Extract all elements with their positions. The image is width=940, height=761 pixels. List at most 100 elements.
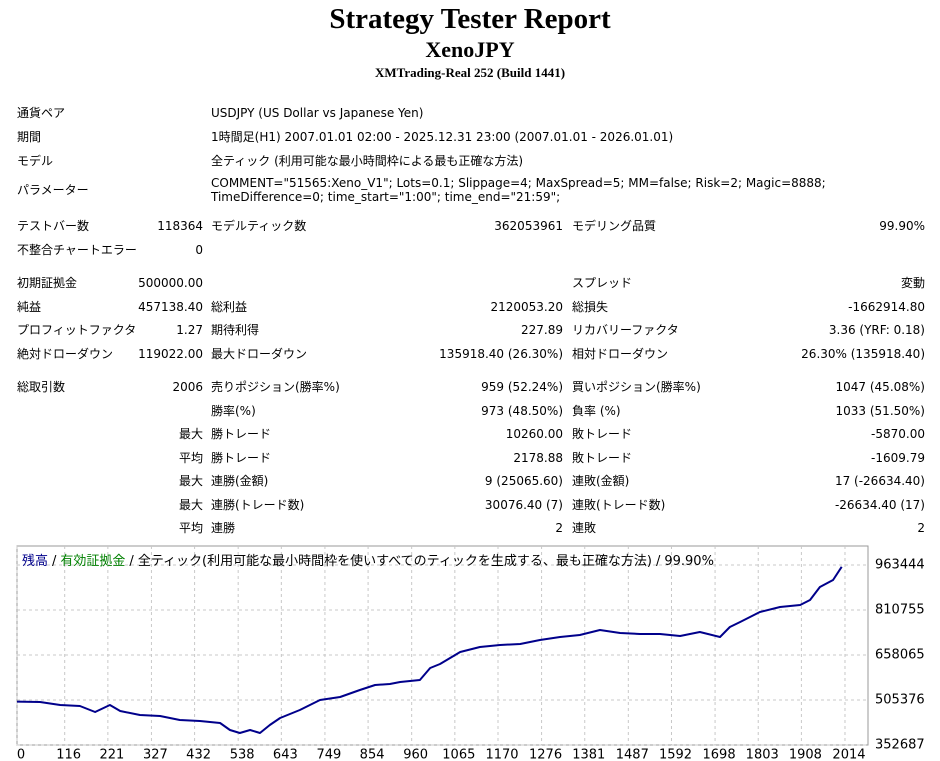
report-title: Strategy Tester Report <box>329 3 611 35</box>
balance-chart: 352687 505376 658065 810755 963444 0 116 221 327… <box>16 545 925 761</box>
stat-label: 連勝 <box>211 521 236 535</box>
stat-value: 0 <box>195 243 203 257</box>
stat-label: 敗トレード <box>572 451 633 465</box>
stat-label: 相対ドローダウン <box>572 347 669 361</box>
stat-value: 959 (52.24%) <box>481 380 563 394</box>
info-value: COMMENT="51565:Xeno_V1"; Lots=0.1; Slipp… <box>211 176 826 204</box>
stat-value: 平均 <box>178 451 203 465</box>
stat-value: 10260.00 <box>505 427 563 441</box>
stat-value: 平均 <box>178 521 203 535</box>
stat-label: 敗トレード <box>572 427 633 441</box>
stat-label: リカバリーファクタ <box>572 323 679 337</box>
x-tick-label: 1276 <box>529 748 562 761</box>
server-name: XMTrading-Real 252 (Build 1441) <box>374 65 566 80</box>
stat-value: 2 <box>917 521 925 535</box>
stat-value: -5870.00 <box>871 427 925 441</box>
stat-label: 勝率(%) <box>211 404 256 418</box>
stat-label: 買いポジション(勝率%) <box>572 380 701 394</box>
stat-value: 1047 (45.08%) <box>835 380 925 394</box>
stat-label: 勝トレード <box>211 451 272 465</box>
x-tick-label: 1908 <box>789 748 822 761</box>
balance-line <box>16 566 843 735</box>
stat-label: 期待利得 <box>211 323 260 337</box>
x-tick-label: 1065 <box>442 748 475 761</box>
y-tick-label: 963444 <box>875 557 925 572</box>
stat-value: 変動 <box>900 276 925 290</box>
stat-value: 500000.00 <box>138 276 203 290</box>
x-tick-label: 2014 <box>832 748 865 761</box>
stat-value: 30076.40 (7) <box>484 498 563 512</box>
stat-label: 総利益 <box>211 300 248 314</box>
legend-model: 全ティック(利用可能な最小時間枠を使いすべてのティックを生成する、最も正確な方法… <box>137 554 652 569</box>
stat-label: プロフィットファクタ <box>17 323 137 337</box>
info-label: モデル <box>17 154 54 168</box>
x-tick-label: 327 <box>143 748 168 761</box>
stat-value: -1662914.80 <box>848 300 925 314</box>
stat-value: 9 (25065.60) <box>484 474 563 488</box>
y-tick-label: 505376 <box>875 692 925 707</box>
x-tick-label: 432 <box>186 748 211 761</box>
stat-value: 2006 <box>172 380 203 394</box>
plot-area <box>16 545 869 746</box>
stat-label: 不整合チャートエラー <box>17 243 137 257</box>
stat-value: 1033 (51.50%) <box>835 404 925 418</box>
stat-label: 連敗(トレード数) <box>572 498 666 512</box>
info-label: 期間 <box>17 130 42 144</box>
legend-separator: / <box>52 554 57 569</box>
x-tick-label: 1803 <box>746 748 779 761</box>
y-tick-label: 658065 <box>875 647 925 662</box>
info-value: USDJPY (US Dollar vs Japanese Yen) <box>211 106 424 120</box>
legend-equity: 有効証拠金 <box>60 554 126 569</box>
stat-value: 3.36 (YRF: 0.18) <box>828 323 925 337</box>
x-tick-label: 1592 <box>659 748 692 761</box>
legend-balance: 残高 <box>22 554 49 569</box>
legend-separator: / <box>655 554 661 569</box>
stat-value: 最大 <box>178 498 203 512</box>
stat-value: 最大 <box>178 427 203 441</box>
x-tick-label: 0 <box>17 748 25 761</box>
stat-value: 457138.40 <box>138 300 203 314</box>
stat-value: 2120053.20 <box>490 300 563 314</box>
y-tick-label: 352687 <box>875 738 925 753</box>
stat-label: 連勝(金額) <box>211 474 269 488</box>
x-tick-label: 1698 <box>703 748 736 761</box>
x-tick-label: 749 <box>317 748 342 761</box>
stat-label: 負率 (%) <box>572 404 621 418</box>
expert-name: XenoJPY <box>425 37 515 62</box>
info-label: パラメーター <box>17 183 89 197</box>
stat-value: -1609.79 <box>871 451 925 465</box>
stat-value: 119022.00 <box>138 347 203 361</box>
stat-value: 26.30% (135918.40) <box>801 347 925 361</box>
stat-label: 最大ドローダウン <box>211 347 308 361</box>
stat-label: 連勝(トレード数) <box>211 498 305 512</box>
x-tick-label: 116 <box>56 748 81 761</box>
stat-label: 連敗 <box>572 521 597 535</box>
stat-label: 連敗(金額) <box>572 474 630 488</box>
x-tick-label: 538 <box>230 748 255 761</box>
x-tick-label: 1487 <box>616 748 649 761</box>
stat-label: 初期証拠金 <box>17 276 78 290</box>
stat-label: モデルティック数 <box>211 219 307 233</box>
x-tick-label: 643 <box>273 748 298 761</box>
stat-value: 362053961 <box>494 219 563 233</box>
legend-separator: / <box>129 554 134 569</box>
stat-label: 総取引数 <box>17 380 66 394</box>
x-tick-label: 854 <box>360 748 385 761</box>
stat-label: 絶対ドローダウン <box>17 347 114 361</box>
x-tick-label: 1381 <box>572 748 605 761</box>
stat-label: スプレッド <box>572 276 633 290</box>
stat-label: 純益 <box>17 300 42 314</box>
legend-quality: 99.90% <box>664 554 714 569</box>
stat-label: モデリング品質 <box>572 219 657 233</box>
chart-legend: 残高 / 有効証拠金 / 全ティック(利用可能な最小時間枠を使いすべてのティックを生成す… <box>22 550 714 569</box>
stat-value: 135918.40 (26.30%) <box>439 347 563 361</box>
stat-value: 17 (-26634.40) <box>834 474 925 488</box>
stat-label: テストバー数 <box>17 219 90 233</box>
stat-value: 118364 <box>157 219 203 233</box>
stat-value: 227.89 <box>521 323 563 337</box>
info-label: 通貨ペア <box>17 106 66 120</box>
stat-value: 最大 <box>178 474 203 488</box>
stat-label: 勝トレード <box>211 427 272 441</box>
